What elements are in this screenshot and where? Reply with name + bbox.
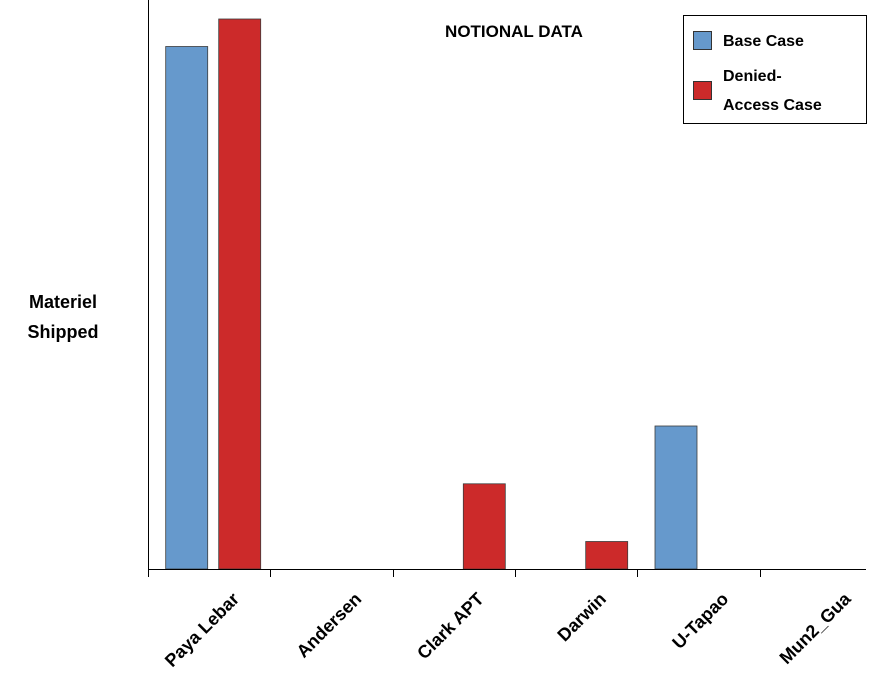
x-tick-label-clark-apt: Clark APT — [413, 589, 488, 664]
legend-label-denied-access-case-line-2: Access Case — [723, 97, 822, 114]
y-axis-label-line-2: Shipped — [28, 322, 99, 342]
bar-denied-access-case-darwin — [585, 541, 629, 570]
x-tick-label-paya-lebar: Paya Lebar — [161, 589, 243, 671]
legend-box — [683, 15, 867, 124]
y-axis-label: Materiel Shipped — [28, 292, 99, 342]
x-axis-tick-labels: Paya Lebar Andersen Clark APT Darwin U-Tapao… — [161, 588, 855, 671]
bar-base-case-paya-lebar — [165, 46, 209, 570]
chart-title: NOTIONAL DATA — [445, 22, 583, 41]
legend: Base Case Denied- Access Case — [683, 15, 867, 124]
y-axis-label-line-1: Materiel — [29, 292, 97, 312]
x-tick-label-mun2-gua: Mun2_Gua — [776, 588, 856, 668]
legend-swatch-denied-access-case — [693, 81, 712, 100]
bar-base-case-u-tapao — [654, 425, 698, 570]
bar-denied-access-case-clark-apt — [462, 483, 506, 570]
x-tick-label-u-tapao: U-Tapao — [668, 589, 732, 653]
bars — [165, 18, 698, 570]
legend-label-base-case: Base Case — [723, 33, 804, 50]
x-tick-label-andersen: Andersen — [293, 589, 366, 662]
x-tick-label-darwin: Darwin — [553, 589, 610, 646]
legend-label-denied-access-case-line-1: Denied- — [723, 68, 782, 85]
bar-denied-access-case-paya-lebar — [218, 18, 262, 570]
x-axis-ticks — [148, 569, 761, 577]
legend-swatch-base-case — [693, 31, 712, 50]
